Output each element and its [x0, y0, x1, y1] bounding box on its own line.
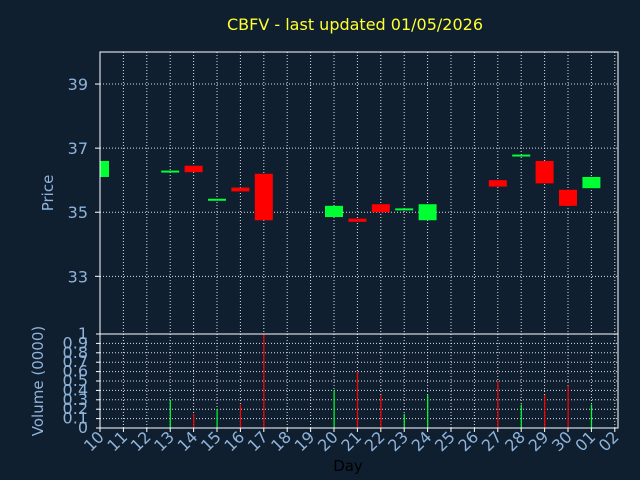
- price-yticks: 33 35 37 39: [68, 75, 100, 286]
- volume-tick-label: 0.2: [63, 399, 88, 418]
- chart-title: CBFV - last updated 01/05/2026: [227, 15, 483, 34]
- candle-27: [488, 180, 507, 187]
- volume-bar-28: [520, 404, 522, 428]
- volume-plot-frame: [99, 333, 619, 429]
- candle-16: [231, 187, 250, 192]
- candle-29: [535, 160, 554, 184]
- volume-bar-17: [263, 334, 265, 428]
- volume-tick-label: 0.3: [63, 390, 88, 409]
- volume-tick-label: 0.8: [63, 343, 88, 362]
- candle-20: [325, 205, 343, 218]
- candle-01: [582, 176, 601, 189]
- candle-14: [184, 165, 203, 173]
- candle-10: [100, 160, 109, 177]
- volume-bar-15: [216, 409, 218, 428]
- candle-15: [208, 198, 226, 201]
- price-axis-label: Price: [39, 175, 57, 212]
- candle-17: [254, 173, 273, 221]
- price-tick-label: 37: [68, 139, 88, 158]
- volume-bar-20: [333, 390, 335, 428]
- volume-tick-label: 0.6: [63, 362, 88, 381]
- candle-22: [371, 204, 390, 213]
- volume-tick-label: 0.9: [63, 333, 88, 352]
- volume-bar-24: [427, 395, 429, 428]
- candle-23: [395, 208, 414, 211]
- price-tick-label: 33: [68, 267, 88, 286]
- volume-bar-29: [544, 395, 546, 428]
- price-panel: 33 35 37 39 Price: [39, 51, 619, 335]
- volume-tick-label: 0: [78, 418, 88, 437]
- candle-30: [559, 189, 577, 206]
- volume-tick-label: 0.5: [63, 371, 88, 390]
- x-axis-label: Day: [333, 457, 363, 475]
- volume-bar-14: [193, 413, 195, 428]
- price-tick-label: 35: [68, 203, 88, 222]
- candle-24: [418, 204, 437, 221]
- candle-21: [348, 218, 367, 222]
- candle-28: [512, 154, 531, 157]
- volume-bar-27: [497, 381, 499, 428]
- x-axis-ticks: 1011121314151617181920212223242526272829…: [80, 427, 623, 455]
- volume-bars: [169, 334, 593, 428]
- volume-bar-30: [567, 385, 569, 428]
- volume-tick-label: 1: [78, 324, 88, 343]
- volume-yticks: 00.10.20.30.40.50.60.70.80.91: [63, 324, 100, 437]
- price-tick-label: 39: [68, 75, 88, 94]
- volume-bar-13: [169, 399, 171, 428]
- volume-bar-01: [590, 404, 593, 428]
- volume-bar-23: [403, 413, 405, 428]
- volume-axis-label: Volume (0000): [29, 326, 47, 436]
- volume-tick-label: 0.1: [63, 409, 88, 428]
- volume-bar-21: [356, 371, 359, 428]
- volume-bar-22: [380, 395, 382, 428]
- volume-tick-label: 0.4: [63, 380, 88, 399]
- candle-13: [161, 170, 180, 173]
- volume-tick-label: 0.7: [63, 352, 88, 371]
- volume-bar-16: [239, 404, 242, 428]
- price-candles: [100, 154, 601, 222]
